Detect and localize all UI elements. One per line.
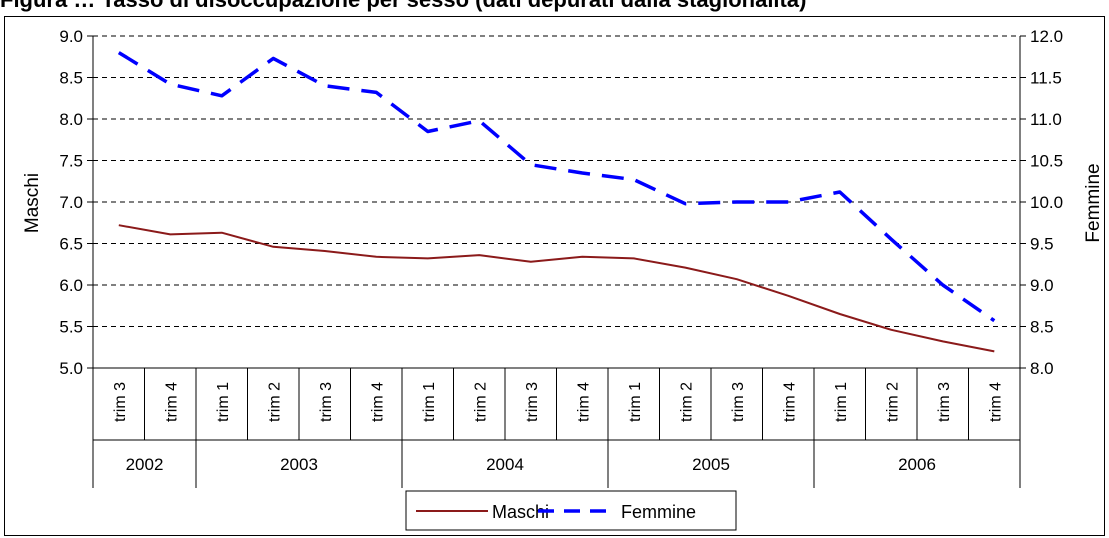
y-right-tick-label: 8.5 [1030, 318, 1054, 337]
quarter-label: trim 3 [730, 382, 747, 422]
quarter-label: trim 1 [833, 382, 850, 422]
y-right-tick-label: 10.0 [1030, 193, 1063, 212]
quarter-label: trim 1 [627, 382, 644, 422]
quarter-label: trim 4 [369, 382, 386, 422]
y-left-tick-label: 7.0 [59, 193, 83, 212]
y-right-tick-label: 11.5 [1030, 69, 1062, 88]
quarter-label: trim 3 [112, 382, 129, 422]
quarter-label: trim 3 [936, 382, 953, 422]
quarter-label: trim 2 [472, 382, 489, 422]
legend: Maschi Femmine [405, 490, 737, 531]
chart-frame [4, 16, 1105, 536]
quarter-label: trim 4 [163, 382, 180, 422]
series-line-femmine [117, 51, 996, 323]
year-label: 2004 [486, 455, 524, 474]
year-label: 2002 [126, 455, 164, 474]
y-right-tick-label: 12.0 [1030, 27, 1063, 46]
y-left-tick-label: 6.0 [59, 276, 83, 295]
quarter-label: trim 4 [781, 382, 798, 422]
figure-title: Figura … Tasso di disoccupazione per ses… [0, 0, 1109, 14]
quarter-label: trim 3 [524, 382, 541, 422]
y-right-tick-label: 11.0 [1030, 110, 1062, 129]
quarter-label: trim 3 [318, 382, 335, 422]
quarter-label: trim 1 [215, 382, 232, 422]
quarter-label: trim 2 [678, 382, 695, 422]
y-right-tick-label: 10.5 [1030, 152, 1063, 171]
legend-label-maschi: Maschi [492, 502, 549, 522]
quarter-label: trim 4 [575, 382, 592, 422]
quarter-label: trim 2 [884, 382, 901, 422]
year-label: 2003 [280, 455, 318, 474]
y-left-tick-label: 6.5 [59, 235, 83, 254]
y-left-tick-label: 7.5 [59, 152, 83, 171]
y-left-tick-label: 8.0 [59, 110, 83, 129]
quarter-label: trim 4 [987, 382, 1004, 422]
quarter-label: trim 2 [266, 382, 283, 422]
y-left-tick-label: 8.5 [59, 69, 83, 88]
y-axis-right-label: Femmine [1083, 163, 1104, 242]
y-right-tick-label: 9.5 [1030, 235, 1054, 254]
legend-label-femmine: Femmine [621, 502, 696, 522]
year-label: 2006 [898, 455, 936, 474]
y-right-tick-label: 9.0 [1030, 276, 1054, 295]
y-right-tick-label: 8.0 [1030, 359, 1054, 378]
quarter-label: trim 1 [421, 382, 438, 422]
y-axis-left-label: Maschi [22, 173, 43, 233]
series-line-maschi [118, 224, 995, 353]
y-left-tick-label: 9.0 [59, 27, 83, 46]
year-label: 2005 [692, 455, 730, 474]
y-left-tick-label: 5.0 [59, 359, 83, 378]
y-left-tick-label: 5.5 [59, 318, 83, 337]
